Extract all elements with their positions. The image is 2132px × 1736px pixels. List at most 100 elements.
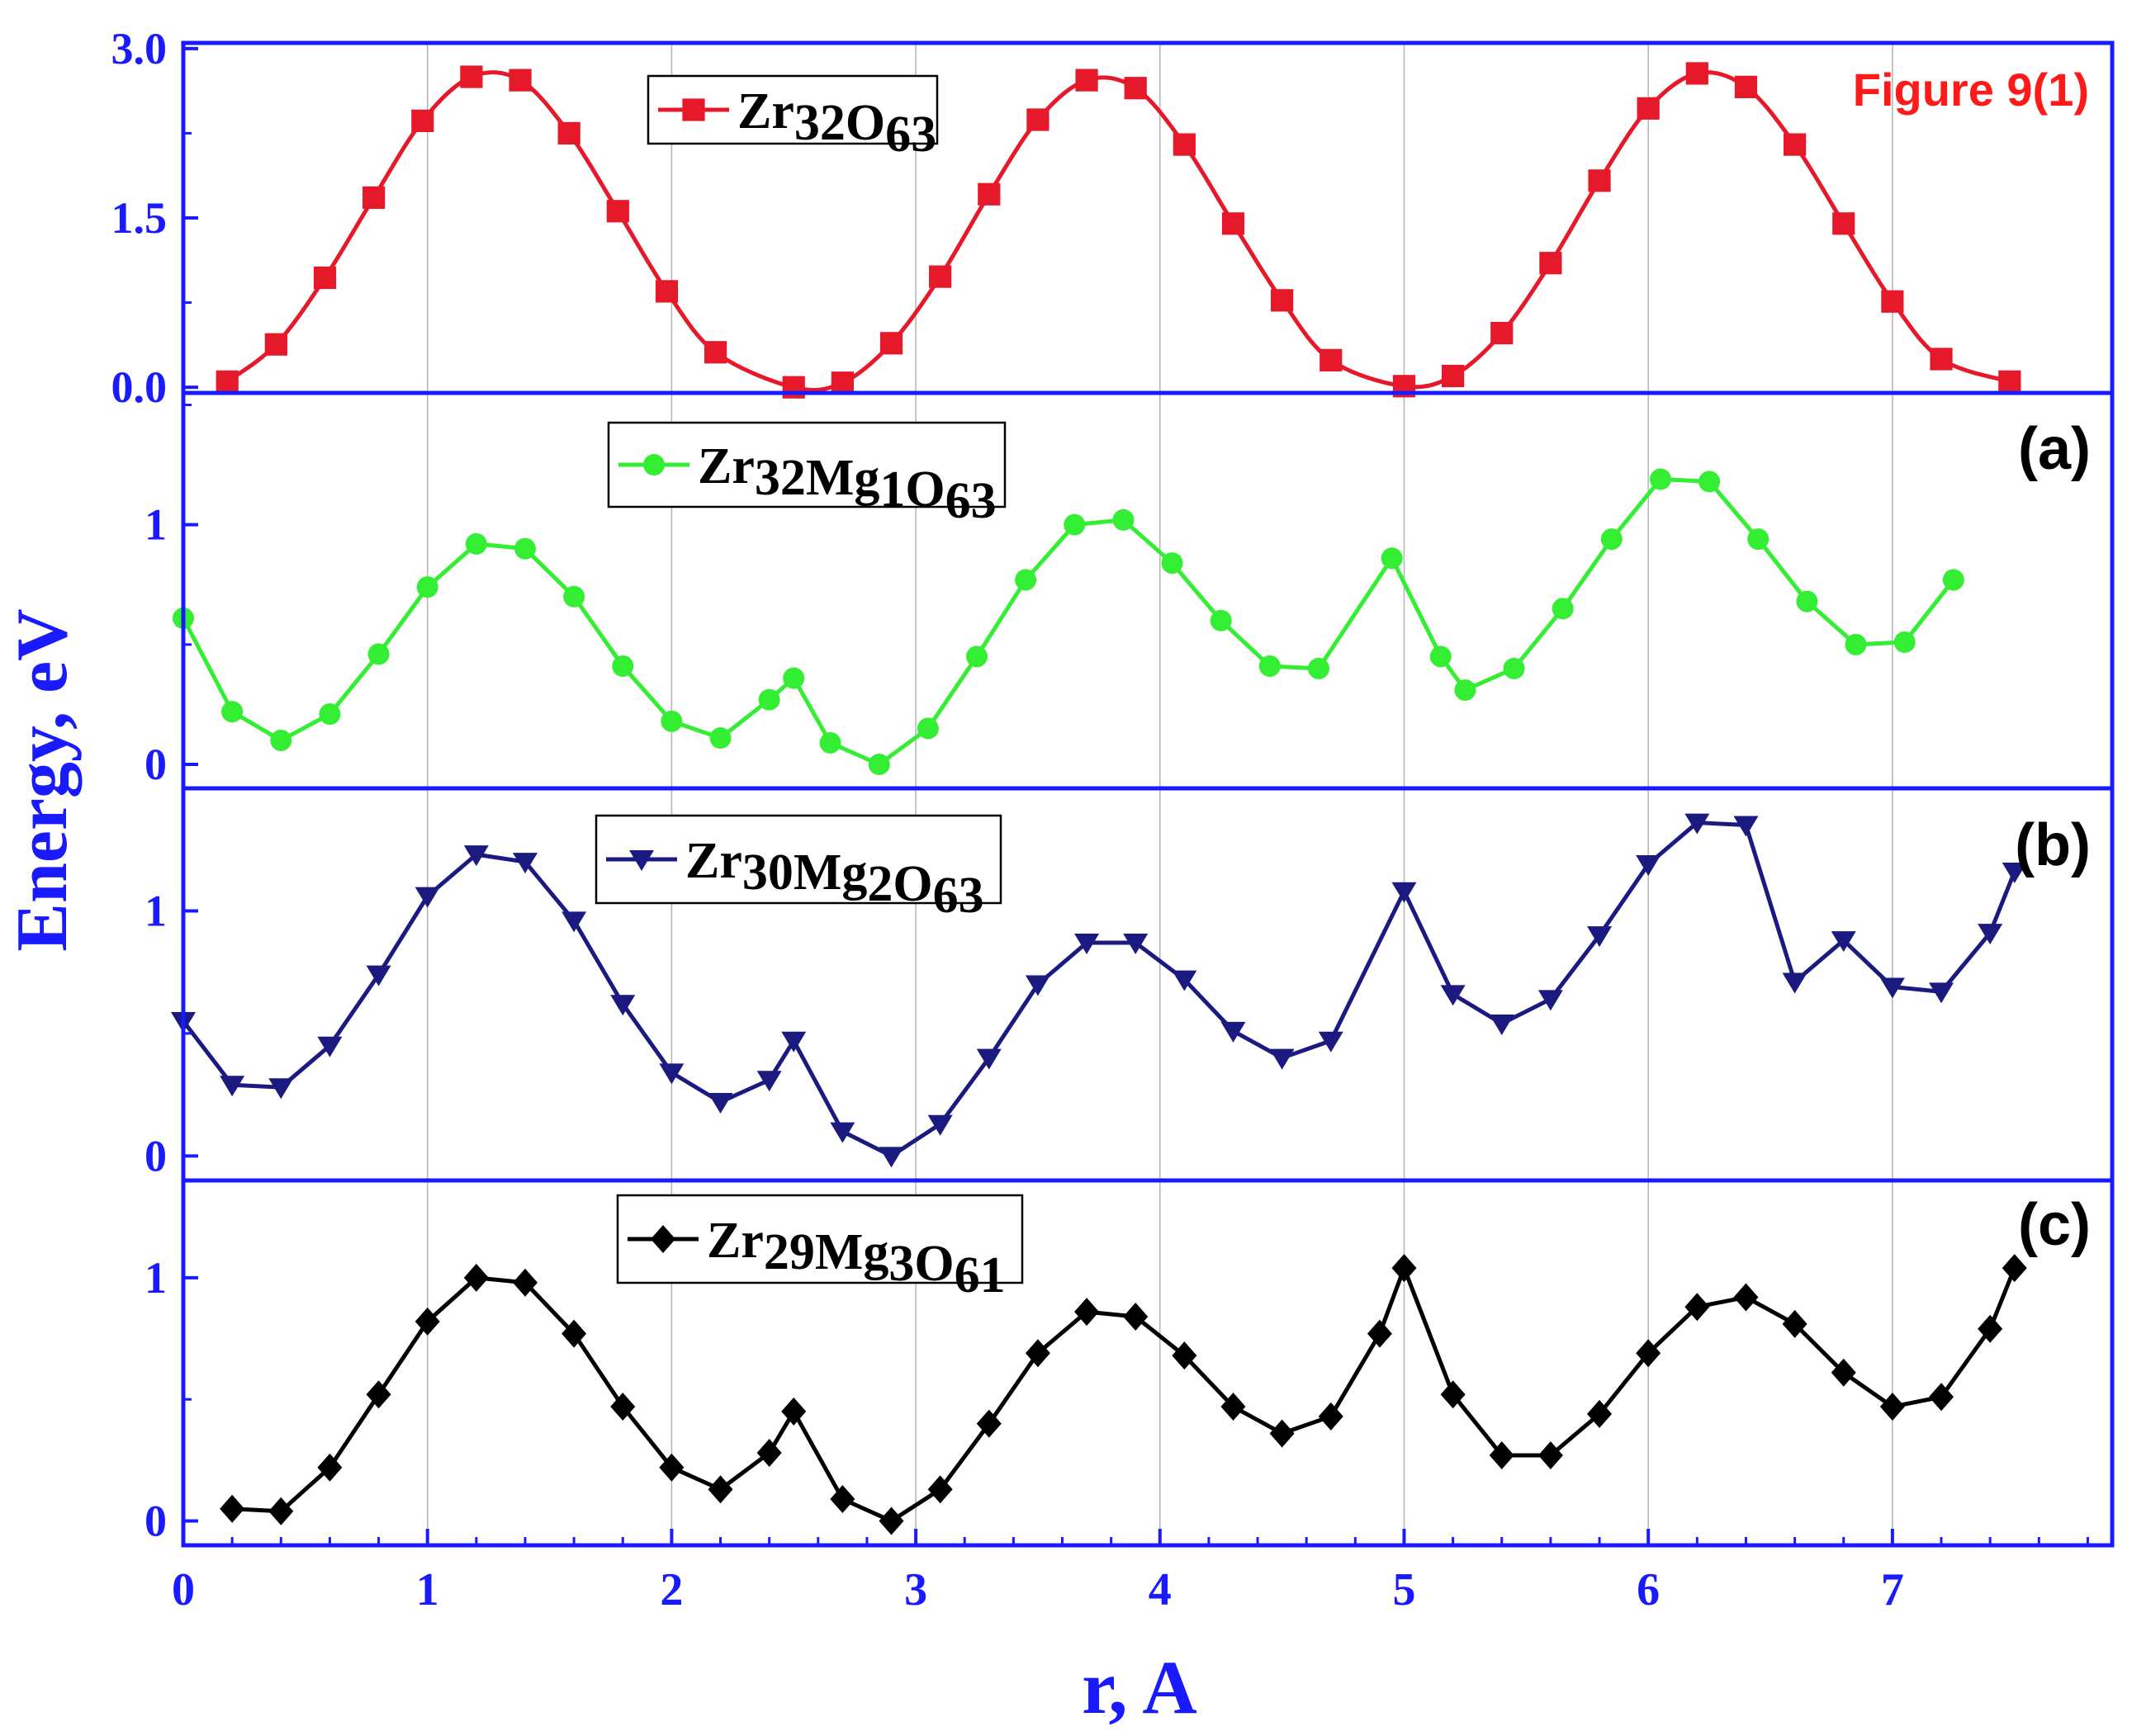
panel-frames bbox=[181, 40, 2115, 1548]
data-point-4 bbox=[366, 965, 391, 986]
legend-count: 29 bbox=[764, 1224, 815, 1280]
data-point-33 bbox=[1747, 528, 1770, 551]
data-point-14 bbox=[929, 265, 952, 288]
data-point-13 bbox=[879, 332, 903, 355]
data-point-2 bbox=[317, 1453, 343, 1482]
x-tick-label: 6 bbox=[1637, 1564, 1660, 1615]
data-point-37 bbox=[1942, 569, 1964, 591]
panel-4-series bbox=[220, 1254, 2027, 1535]
data-point-20 bbox=[1112, 509, 1135, 531]
legend-1: Zr32O63 bbox=[647, 74, 939, 163]
data-point-20 bbox=[1123, 934, 1149, 955]
legend-element: Mg bbox=[815, 1224, 889, 1280]
legend-label: Zr32O63 bbox=[737, 83, 936, 163]
data-point-28 bbox=[1537, 990, 1563, 1011]
data-point-7 bbox=[514, 537, 536, 560]
data-point-10 bbox=[661, 710, 683, 732]
data-point-15 bbox=[879, 1147, 904, 1168]
y-tick-label: 1 bbox=[145, 500, 167, 550]
legend-count: 63 bbox=[945, 473, 997, 529]
data-point-30 bbox=[1636, 855, 1661, 877]
data-point-38 bbox=[2002, 862, 2027, 883]
legend-count: 3 bbox=[888, 1236, 914, 1292]
legend-element: O bbox=[893, 856, 932, 912]
data-point-3 bbox=[319, 703, 341, 726]
data-point-13 bbox=[783, 667, 805, 689]
data-point-32 bbox=[1733, 1283, 1759, 1312]
panel-tag: (c) bbox=[2018, 1192, 2091, 1258]
data-point-8 bbox=[563, 585, 585, 608]
y-tick-label: 0 bbox=[145, 1131, 167, 1180]
x-tick-label: 5 bbox=[1392, 1564, 1415, 1615]
legend-2: Zr32Mg1O63 bbox=[607, 421, 1007, 529]
data-point-35 bbox=[1845, 633, 1867, 655]
legend-3: Zr30Mg2O63 bbox=[595, 814, 1002, 924]
series-layer bbox=[171, 62, 2027, 1535]
data-point-1 bbox=[221, 701, 244, 723]
legend-count: 2 bbox=[867, 856, 893, 912]
data-point-12 bbox=[781, 1397, 807, 1426]
data-point-8 bbox=[561, 911, 587, 933]
data-point-2 bbox=[313, 266, 337, 290]
panel-tag: (b) bbox=[2015, 812, 2091, 878]
data-point-16 bbox=[1026, 108, 1049, 131]
data-point-9 bbox=[659, 1453, 685, 1482]
data-point-15 bbox=[927, 1475, 953, 1504]
data-point-24 bbox=[1307, 657, 1329, 679]
panel-3-series bbox=[171, 813, 2027, 1168]
y-tick-label: 1 bbox=[145, 1253, 167, 1303]
data-point-0 bbox=[216, 370, 239, 393]
data-point-12 bbox=[756, 1071, 782, 1092]
x-tick-label: 1 bbox=[416, 1564, 439, 1615]
data-point-21 bbox=[1220, 1393, 1246, 1421]
legend-count: 32 bbox=[755, 450, 806, 506]
data-point-36 bbox=[1893, 631, 1916, 653]
y-tick-label: 3.0 bbox=[111, 24, 168, 73]
data-point-0 bbox=[220, 1494, 245, 1523]
panel-2-series bbox=[173, 468, 1964, 775]
data-point-14 bbox=[879, 1507, 904, 1535]
data-point-38 bbox=[2002, 1254, 2027, 1283]
data-point-34 bbox=[1930, 348, 1953, 371]
legend-element: O bbox=[914, 1236, 954, 1292]
data-point-11 bbox=[708, 1093, 733, 1114]
data-point-32 bbox=[1832, 212, 1855, 235]
data-point-37 bbox=[1978, 924, 2003, 945]
legend-label: Zr30Mg2O63 bbox=[685, 833, 984, 924]
data-point-15 bbox=[868, 753, 890, 775]
labels-layer: 0.01.53.0Zr32O6301Zr32Mg1O63(a)01Zr30Mg2… bbox=[111, 24, 2092, 1615]
data-point-11 bbox=[709, 727, 732, 750]
data-point-26 bbox=[1440, 1380, 1466, 1409]
data-point-35 bbox=[1879, 1393, 1905, 1421]
legend-element: Zr bbox=[707, 1213, 764, 1269]
data-point-24 bbox=[1318, 1031, 1343, 1052]
x-axis-title: r, A bbox=[1082, 1645, 1197, 1729]
data-point-36 bbox=[1929, 982, 1954, 1004]
data-point-6 bbox=[465, 532, 487, 555]
panel-1-series bbox=[216, 62, 2021, 399]
series-line bbox=[225, 70, 2011, 392]
data-point-13 bbox=[830, 1485, 855, 1514]
data-point-11 bbox=[756, 1439, 782, 1468]
data-point-33 bbox=[1782, 972, 1807, 994]
data-point-10 bbox=[704, 341, 727, 364]
data-point-31 bbox=[1684, 813, 1710, 835]
data-point-9 bbox=[655, 280, 679, 303]
data-point-legend bbox=[643, 454, 665, 475]
legend-element: O bbox=[905, 461, 945, 518]
data-point-30 bbox=[1600, 528, 1623, 551]
data-point-10 bbox=[659, 1063, 685, 1085]
data-point-34 bbox=[1831, 1358, 1856, 1387]
data-point-17 bbox=[966, 646, 988, 668]
data-point-legend bbox=[629, 850, 654, 871]
data-point-17 bbox=[976, 1048, 1002, 1070]
data-point-29 bbox=[1552, 598, 1574, 620]
data-point-11 bbox=[782, 376, 805, 399]
series-line bbox=[182, 821, 2017, 1158]
data-point-25 bbox=[1391, 1254, 1417, 1283]
data-point-4 bbox=[415, 1307, 440, 1336]
data-point-16 bbox=[917, 717, 939, 740]
y-tick-label: 0 bbox=[145, 740, 167, 789]
data-point-12 bbox=[831, 371, 854, 395]
panel-tag: (a) bbox=[2018, 416, 2091, 482]
